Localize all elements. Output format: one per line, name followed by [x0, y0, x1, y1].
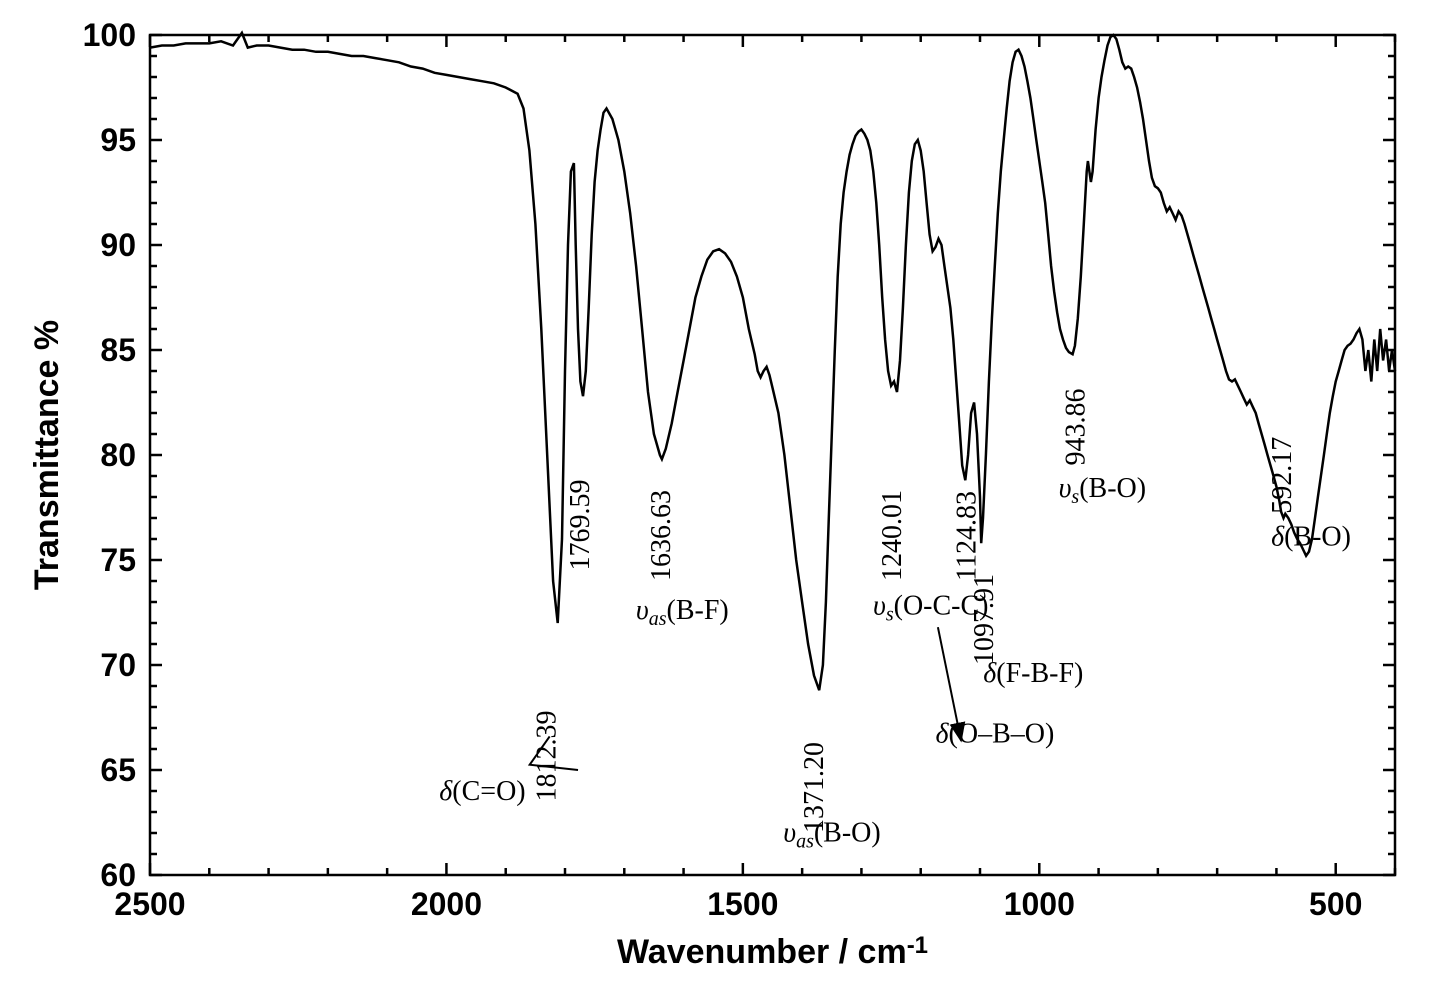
y-tick-label: 65: [100, 752, 136, 788]
spectrum-line: [150, 33, 1395, 690]
mode-b-f: υas(B-F): [636, 595, 729, 630]
mode-obo: δ(O–B–O): [936, 719, 1055, 750]
x-tick-label: 2000: [411, 886, 482, 922]
y-tick-label: 60: [100, 857, 136, 893]
y-tick-label: 95: [100, 122, 136, 158]
y-tick-label: 90: [100, 227, 136, 263]
ir-spectrum-chart: 25002000150010005006065707580859095100Wa…: [0, 0, 1440, 1008]
x-axis-title: Wavenumber / cm-1: [617, 932, 928, 971]
y-tick-label: 75: [100, 542, 136, 578]
peak-value-943: 943.86: [1061, 389, 1092, 466]
peak-value-1769: 1769.59: [565, 480, 596, 571]
y-tick-label: 100: [83, 17, 136, 53]
mode-bo-as: υas(B-O): [783, 817, 881, 852]
x-tick-label: 1000: [1004, 886, 1075, 922]
y-tick-label: 70: [100, 647, 136, 683]
y-tick-label: 85: [100, 332, 136, 368]
mode-bo-delta: δ(B-O): [1271, 521, 1351, 552]
peak-value-1636: 1636.63: [646, 490, 677, 581]
y-tick-label: 80: [100, 437, 136, 473]
x-tick-label: 1500: [707, 886, 778, 922]
chart-svg: 25002000150010005006065707580859095100Wa…: [0, 0, 1440, 1008]
x-tick-label: 500: [1309, 886, 1362, 922]
mode-c-o: δ(C=O): [439, 776, 525, 807]
peak-value-1124: 1124.83: [951, 491, 982, 581]
peak-value-1240: 1240.01: [877, 490, 908, 581]
y-axis-title: Transmittance %: [28, 320, 66, 590]
mode-bo-s: υs(B-O): [1059, 473, 1147, 508]
peak-value-592: 592.17: [1267, 437, 1298, 514]
peak-value-1097: 1097.91: [969, 574, 1000, 665]
mode-fbf: δ(F-B-F): [983, 658, 1083, 689]
